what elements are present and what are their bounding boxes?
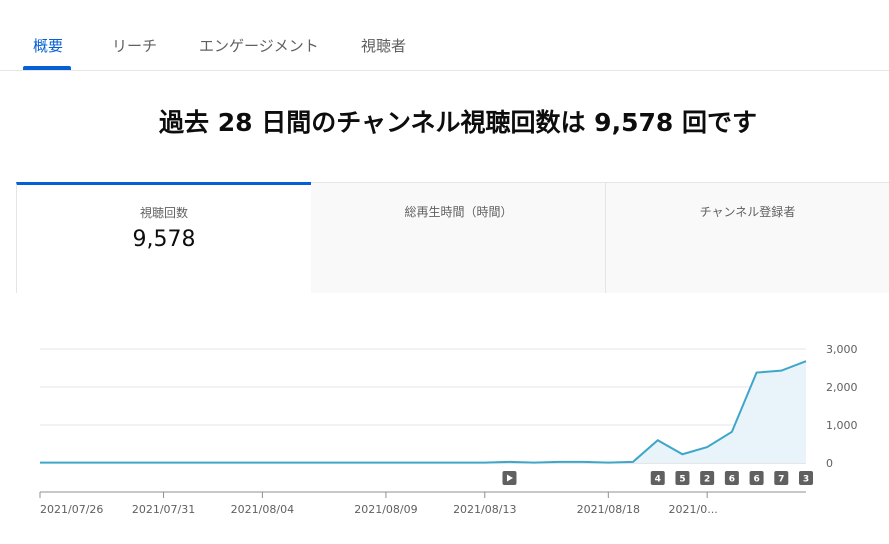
data-point <box>113 462 115 464</box>
data-point <box>385 462 387 464</box>
data-point <box>311 462 313 464</box>
metric-card-label: 総再生時間（時間） <box>404 205 513 219</box>
data-point <box>731 431 733 433</box>
x-tick-label: 2021/08/18 <box>577 503 640 516</box>
marker-label: 2 <box>704 475 710 485</box>
x-tick-label: 2021/08/13 <box>453 503 516 516</box>
x-tick-label: 2021/07/31 <box>132 503 195 516</box>
x-tick-label: 2021/0... <box>669 503 718 516</box>
data-point <box>484 462 486 464</box>
marker-label: 3 <box>803 475 809 485</box>
marker-label: 4 <box>655 475 661 485</box>
y-tick-label: 2,000 <box>826 381 858 394</box>
data-point <box>336 462 338 464</box>
data-point <box>459 462 461 464</box>
milestone-marker <box>799 471 813 485</box>
data-point <box>39 462 41 464</box>
metric-card-value: 9,578 <box>132 227 196 252</box>
marker-label: 6 <box>753 475 759 485</box>
data-point <box>805 360 807 362</box>
card-divider <box>605 182 606 293</box>
data-point <box>212 462 214 464</box>
play-glyph <box>506 474 513 482</box>
metric-card-subscribers[interactable]: チャンネル登録者 <box>606 182 889 293</box>
tab-bar: 概要 リーチ エンゲージメント 視聴者 <box>0 0 889 71</box>
data-point <box>88 462 90 464</box>
data-point <box>64 462 66 464</box>
milestone-marker <box>700 471 715 485</box>
tab-engagement[interactable]: エンゲージメント <box>199 37 319 55</box>
data-point <box>434 462 436 464</box>
x-tick-label: 2021/08/09 <box>354 503 417 516</box>
data-point <box>780 370 782 372</box>
data-point <box>533 462 535 464</box>
series-line <box>40 360 807 464</box>
metric-cards: 視聴回数 9,578 総再生時間（時間） チャンネル登録者 <box>16 182 889 293</box>
data-point <box>360 462 362 464</box>
tab-audience[interactable]: 視聴者 <box>361 37 407 55</box>
y-tick-label: 0 <box>826 457 833 470</box>
milestone-marker <box>774 471 789 485</box>
data-point <box>410 462 412 464</box>
metric-card-watch-time[interactable]: 総再生時間（時間） <box>311 182 606 293</box>
marker-label: 7 <box>778 475 784 485</box>
data-point <box>163 462 165 464</box>
y-tick-label: 1,000 <box>826 419 858 432</box>
milestone-marker <box>724 471 739 485</box>
metric-card-label: チャンネル登録者 <box>699 205 796 219</box>
x-tick-label: 2021/08/04 <box>231 503 294 516</box>
tab-reach[interactable]: リーチ <box>112 37 158 55</box>
active-tab-indicator <box>23 66 71 70</box>
data-point <box>138 462 140 464</box>
y-tick-label: 3,000 <box>826 343 858 356</box>
marker-label: 6 <box>729 475 735 485</box>
data-point <box>261 462 263 464</box>
views-chart: 0 1,000 2,000 3,000 2021/07/26 2021/07/31 2021… <box>39 343 858 516</box>
milestone-marker <box>675 471 690 485</box>
data-point <box>558 461 560 463</box>
page-headline: 過去 28 日間のチャンネル視聴回数は 9,578 回です <box>159 108 757 137</box>
marker-label: 5 <box>679 475 685 485</box>
data-point <box>706 446 708 448</box>
data-point <box>187 462 189 464</box>
tab-overview[interactable]: 概要 <box>33 37 64 55</box>
metric-card-views[interactable]: 視聴回数 9,578 <box>16 182 311 293</box>
data-point <box>286 462 288 464</box>
metric-card-label: 視聴回数 <box>139 206 188 220</box>
data-point <box>583 461 585 463</box>
data-point <box>657 439 659 441</box>
data-point <box>632 461 634 463</box>
milestone-marker <box>650 471 665 485</box>
x-tick-label: 2021/07/26 <box>40 503 103 516</box>
milestone-marker <box>749 471 764 485</box>
data-point <box>237 462 239 464</box>
data-point <box>681 453 683 455</box>
data-point <box>508 461 510 463</box>
area-fill <box>40 361 806 463</box>
data-point <box>756 372 758 374</box>
data-point <box>607 462 609 464</box>
